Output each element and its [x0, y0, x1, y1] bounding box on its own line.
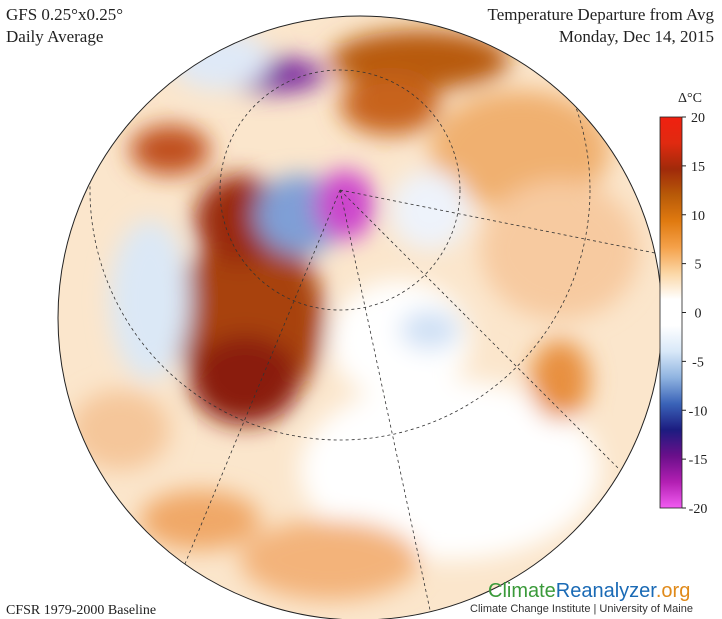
colorbar-tick-label: 15 — [691, 160, 705, 175]
date-label: Monday, Dec 14, 2015 — [559, 27, 714, 46]
colorbar-tick-label: 5 — [695, 258, 702, 273]
colorbar-tick-label: 0 — [695, 307, 702, 322]
logo: ClimateReanalyzer.org — [488, 580, 690, 602]
credit: Climate Change Institute | University of… — [470, 603, 693, 615]
logo-part: Reanalyzer — [556, 580, 658, 602]
map-title: Temperature Departure from Avg — [488, 5, 715, 24]
logo-part: .org — [656, 580, 690, 602]
colorbar-tick-label: 20 — [691, 111, 705, 126]
colorbar-tick-label: -5 — [692, 355, 704, 370]
colorbar — [659, 116, 683, 509]
colorbar-label: Δ°C — [678, 91, 702, 106]
colorbar-tick-label: -15 — [689, 453, 708, 468]
graticule — [89, 16, 662, 611]
baseline-note: CFSR 1979-2000 Baseline — [6, 603, 156, 618]
model-label: GFS 0.25°x0.25° — [6, 5, 123, 24]
globe — [58, 16, 662, 619]
colorbar-tick-label: -20 — [689, 502, 708, 517]
logo-part: Climate — [488, 580, 556, 602]
colorbar-tick-label: -10 — [689, 404, 708, 419]
colorbar-tick-label: 10 — [691, 209, 705, 224]
period-label: Daily Average — [6, 27, 103, 46]
